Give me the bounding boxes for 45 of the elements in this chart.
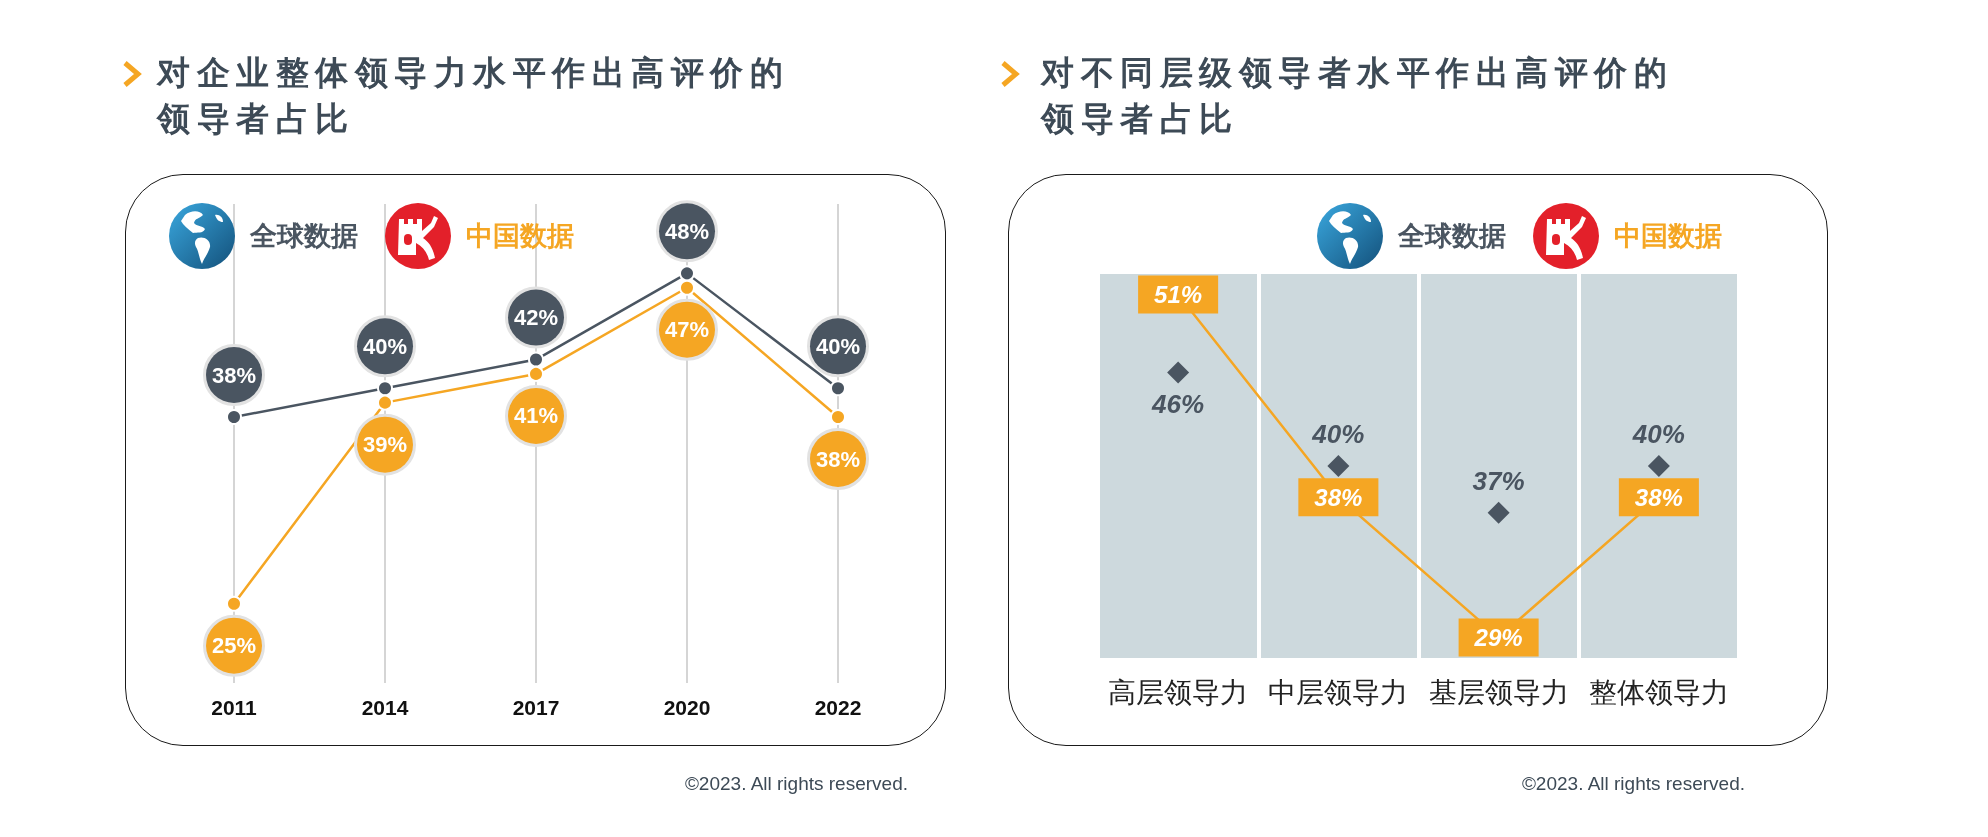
- x-tick-label: 高层领导力: [1108, 676, 1249, 708]
- data-label: 38%: [1634, 483, 1683, 511]
- data-label: 25%: [211, 633, 257, 659]
- data-label: 40%: [815, 333, 861, 359]
- chart-title: 对不同层级领导者水平作出高评价的领导者占比: [1041, 52, 1674, 140]
- data-label: 46%: [1151, 389, 1205, 420]
- x-tick-label: 整体领导力: [1588, 676, 1729, 708]
- text: ©2023. All rights reserved.: [1521, 773, 1745, 795]
- x-tick-label: 基层领导力: [1428, 676, 1569, 708]
- data-label: 38%: [815, 446, 861, 472]
- data-label: 48%: [664, 218, 710, 244]
- data-label: 37%: [1472, 465, 1525, 496]
- data-label: 40%: [1631, 419, 1685, 449]
- text: 中国数据: [466, 219, 574, 253]
- chart-title: 对企业整体领导力水平作出高评价的领导者占比: [157, 52, 790, 140]
- text: ©2023. All rights reserved.: [684, 773, 908, 795]
- data-label: 39%: [362, 432, 408, 458]
- data-label: 38%: [211, 362, 257, 388]
- data-label: 40%: [1311, 419, 1365, 449]
- data-label: 40%: [362, 333, 408, 359]
- text: 中国数据: [1614, 219, 1722, 253]
- point: [377, 394, 393, 411]
- point: [528, 351, 544, 368]
- x-tick-label: 2014: [361, 696, 409, 719]
- point: [679, 265, 695, 282]
- text: 全球数据: [250, 219, 358, 253]
- data-label: 47%: [664, 317, 710, 343]
- point: [679, 279, 695, 296]
- x-tick-label: 2020: [663, 696, 711, 719]
- point: [528, 365, 544, 382]
- point: [226, 409, 242, 425]
- data-label: 51%: [1154, 281, 1203, 309]
- x-tick-label: 2022: [814, 696, 862, 719]
- x-tick-label: 2017: [512, 696, 560, 719]
- point: [226, 595, 242, 612]
- x-tick-label: 中层领导力: [1268, 676, 1409, 708]
- data-label: 29%: [1473, 623, 1523, 651]
- point: [830, 380, 846, 397]
- point: [377, 380, 393, 397]
- x-tick-label: 2011: [211, 696, 258, 719]
- data-label: 42%: [513, 305, 559, 331]
- text: 全球数据: [1398, 219, 1506, 253]
- point: [830, 409, 846, 425]
- data-label: 41%: [513, 403, 559, 429]
- data-label: 38%: [1314, 483, 1363, 511]
